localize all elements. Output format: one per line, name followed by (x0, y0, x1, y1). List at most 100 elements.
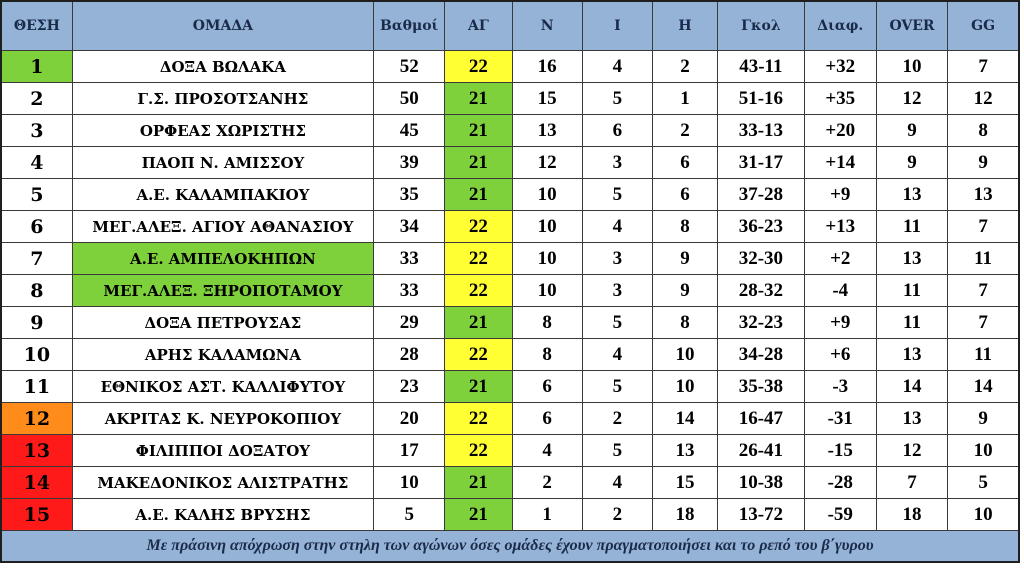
cell-position: 5 (0, 178, 73, 211)
cell-games-played: 21 (444, 114, 513, 147)
cell-games-played: 21 (444, 498, 513, 531)
cell-games-played: 22 (444, 210, 513, 243)
cell-draws: 3 (581, 274, 653, 307)
cell-games-played: 22 (444, 242, 513, 275)
cell-points: 29 (373, 306, 446, 339)
cell-over: 11 (875, 210, 949, 243)
cell-draws: 3 (581, 146, 653, 179)
cell-wins: 10 (511, 242, 583, 275)
cell-points: 5 (373, 498, 446, 531)
cell-games-played: 22 (444, 402, 513, 435)
cell-gg: 9 (947, 146, 1020, 179)
standings-table: ΘΕΣΗ ΟΜΑΔΑ Βαθμοί ΑΓ Ν Ι Η Γκολ Διαφ. OV… (0, 0, 1020, 563)
standings-body: 1 ΔΟΞΑ ΒΩΛΑΚΑ 52 22 16 4 2 43-11 +32 10 7 2 Γ.Σ. ΠΡΟ… (0, 50, 1020, 531)
cell-goal-difference: -3 (803, 370, 877, 403)
cell-position: 8 (0, 274, 73, 307)
cell-points: 34 (373, 210, 446, 243)
cell-games-played: 22 (444, 434, 513, 467)
header-goal-difference: Διαφ. (803, 0, 877, 51)
cell-points: 23 (373, 370, 446, 403)
table-row: 3 ΟΡΦΕΑΣ ΧΩΡΙΣΤΗΣ 45 21 13 6 2 33-13 +20 9 8 (0, 114, 1020, 147)
cell-goals: 37-28 (717, 178, 805, 211)
cell-draws: 5 (581, 434, 653, 467)
header-games-played: ΑΓ (444, 0, 513, 51)
cell-wins: 13 (511, 114, 583, 147)
table-row: 15 Α.Ε. ΚΑΛΗΣ ΒΡΥΣΗΣ 5 21 1 2 18 13-72 -59 18 10 (0, 498, 1020, 531)
cell-over: 10 (875, 50, 949, 83)
cell-goals: 26-41 (717, 434, 805, 467)
cell-goal-difference: +14 (803, 146, 877, 179)
cell-goals: 32-23 (717, 306, 805, 339)
cell-goal-difference: +13 (803, 210, 877, 243)
table-row: 11 ΕΘΝΙΚΟΣ ΑΣΤ. ΚΑΛΛΙΦΥΤΟΥ 23 21 6 5 10 35-38 -3… (0, 370, 1020, 403)
cell-team: ΔΟΞΑ ΒΩΛΑΚΑ (71, 50, 375, 83)
table-row: 6 ΜΕΓ.ΑΛΕΞ. ΑΓΙΟΥ ΑΘΑΝΑΣΙΟΥ 34 22 10 4 8 36-23 +… (0, 210, 1020, 243)
cell-team: Α.Ε. ΚΑΛΗΣ ΒΡΥΣΗΣ (71, 498, 375, 531)
cell-wins: 6 (511, 402, 583, 435)
cell-gg: 14 (947, 370, 1020, 403)
cell-goals: 51-16 (717, 82, 805, 115)
cell-wins: 8 (511, 338, 583, 371)
cell-wins: 15 (511, 82, 583, 115)
cell-gg: 10 (947, 434, 1020, 467)
cell-goal-difference: +20 (803, 114, 877, 147)
cell-points: 20 (373, 402, 446, 435)
cell-goals: 32-30 (717, 242, 805, 275)
cell-games-played: 21 (444, 466, 513, 499)
cell-position: 12 (0, 402, 73, 435)
cell-team: ΜΕΓ.ΑΛΕΞ. ΑΓΙΟΥ ΑΘΑΝΑΣΙΟΥ (71, 210, 375, 243)
cell-goal-difference: +32 (803, 50, 877, 83)
header-over: OVER (875, 0, 949, 51)
cell-goal-difference: +2 (803, 242, 877, 275)
cell-goals: 34-28 (717, 338, 805, 371)
cell-team: ΜΕΓ.ΑΛΕΞ. ΞΗΡΟΠΟΤΑΜΟΥ (71, 274, 375, 307)
cell-over: 12 (875, 82, 949, 115)
cell-goals: 28-32 (717, 274, 805, 307)
cell-wins: 12 (511, 146, 583, 179)
cell-losses: 8 (651, 210, 719, 243)
cell-points: 39 (373, 146, 446, 179)
cell-goal-difference: +9 (803, 178, 877, 211)
cell-games-played: 22 (444, 50, 513, 83)
cell-over: 14 (875, 370, 949, 403)
cell-losses: 9 (651, 242, 719, 275)
cell-position: 11 (0, 370, 73, 403)
cell-team: ΑΡΗΣ ΚΑΛΑΜΩΝΑ (71, 338, 375, 371)
footer-row: Με πράσινη απόχρωση στην στηλη των αγώνω… (0, 530, 1020, 563)
header-row: ΘΕΣΗ ΟΜΑΔΑ Βαθμοί ΑΓ Ν Ι Η Γκολ Διαφ. OV… (0, 0, 1020, 51)
cell-goals: 36-23 (717, 210, 805, 243)
cell-over: 11 (875, 274, 949, 307)
cell-goals: 43-11 (717, 50, 805, 83)
cell-over: 11 (875, 306, 949, 339)
cell-team: ΕΘΝΙΚΟΣ ΑΣΤ. ΚΑΛΛΙΦΥΤΟΥ (71, 370, 375, 403)
cell-goals: 35-38 (717, 370, 805, 403)
table-row: 12 ΑΚΡΙΤΑΣ Κ. ΝΕΥΡΟΚΟΠΙΟΥ 20 22 6 2 14 16-47 -31… (0, 402, 1020, 435)
cell-over: 13 (875, 242, 949, 275)
cell-points: 45 (373, 114, 446, 147)
cell-over: 9 (875, 114, 949, 147)
header-wins: Ν (511, 0, 583, 51)
header-team: ΟΜΑΔΑ (71, 0, 375, 51)
cell-position: 2 (0, 82, 73, 115)
cell-gg: 11 (947, 242, 1020, 275)
cell-goal-difference: -31 (803, 402, 877, 435)
cell-points: 50 (373, 82, 446, 115)
cell-gg: 9 (947, 402, 1020, 435)
cell-games-played: 21 (444, 306, 513, 339)
cell-gg: 13 (947, 178, 1020, 211)
footer-note: Με πράσινη απόχρωση στην στηλη των αγώνω… (0, 530, 1020, 563)
cell-team: ΦΙΛΙΠΠΟΙ ΔΟΞΑΤΟΥ (71, 434, 375, 467)
cell-team: ΜΑΚΕΔΟΝΙΚΟΣ ΑΛΙΣΤΡΑΤΗΣ (71, 466, 375, 499)
cell-gg: 7 (947, 306, 1020, 339)
cell-position: 10 (0, 338, 73, 371)
cell-losses: 8 (651, 306, 719, 339)
cell-over: 12 (875, 434, 949, 467)
cell-over: 13 (875, 402, 949, 435)
cell-position: 9 (0, 306, 73, 339)
header-gg: GG (947, 0, 1020, 51)
cell-points: 52 (373, 50, 446, 83)
cell-position: 7 (0, 242, 73, 275)
cell-position: 6 (0, 210, 73, 243)
cell-draws: 4 (581, 466, 653, 499)
cell-draws: 5 (581, 370, 653, 403)
